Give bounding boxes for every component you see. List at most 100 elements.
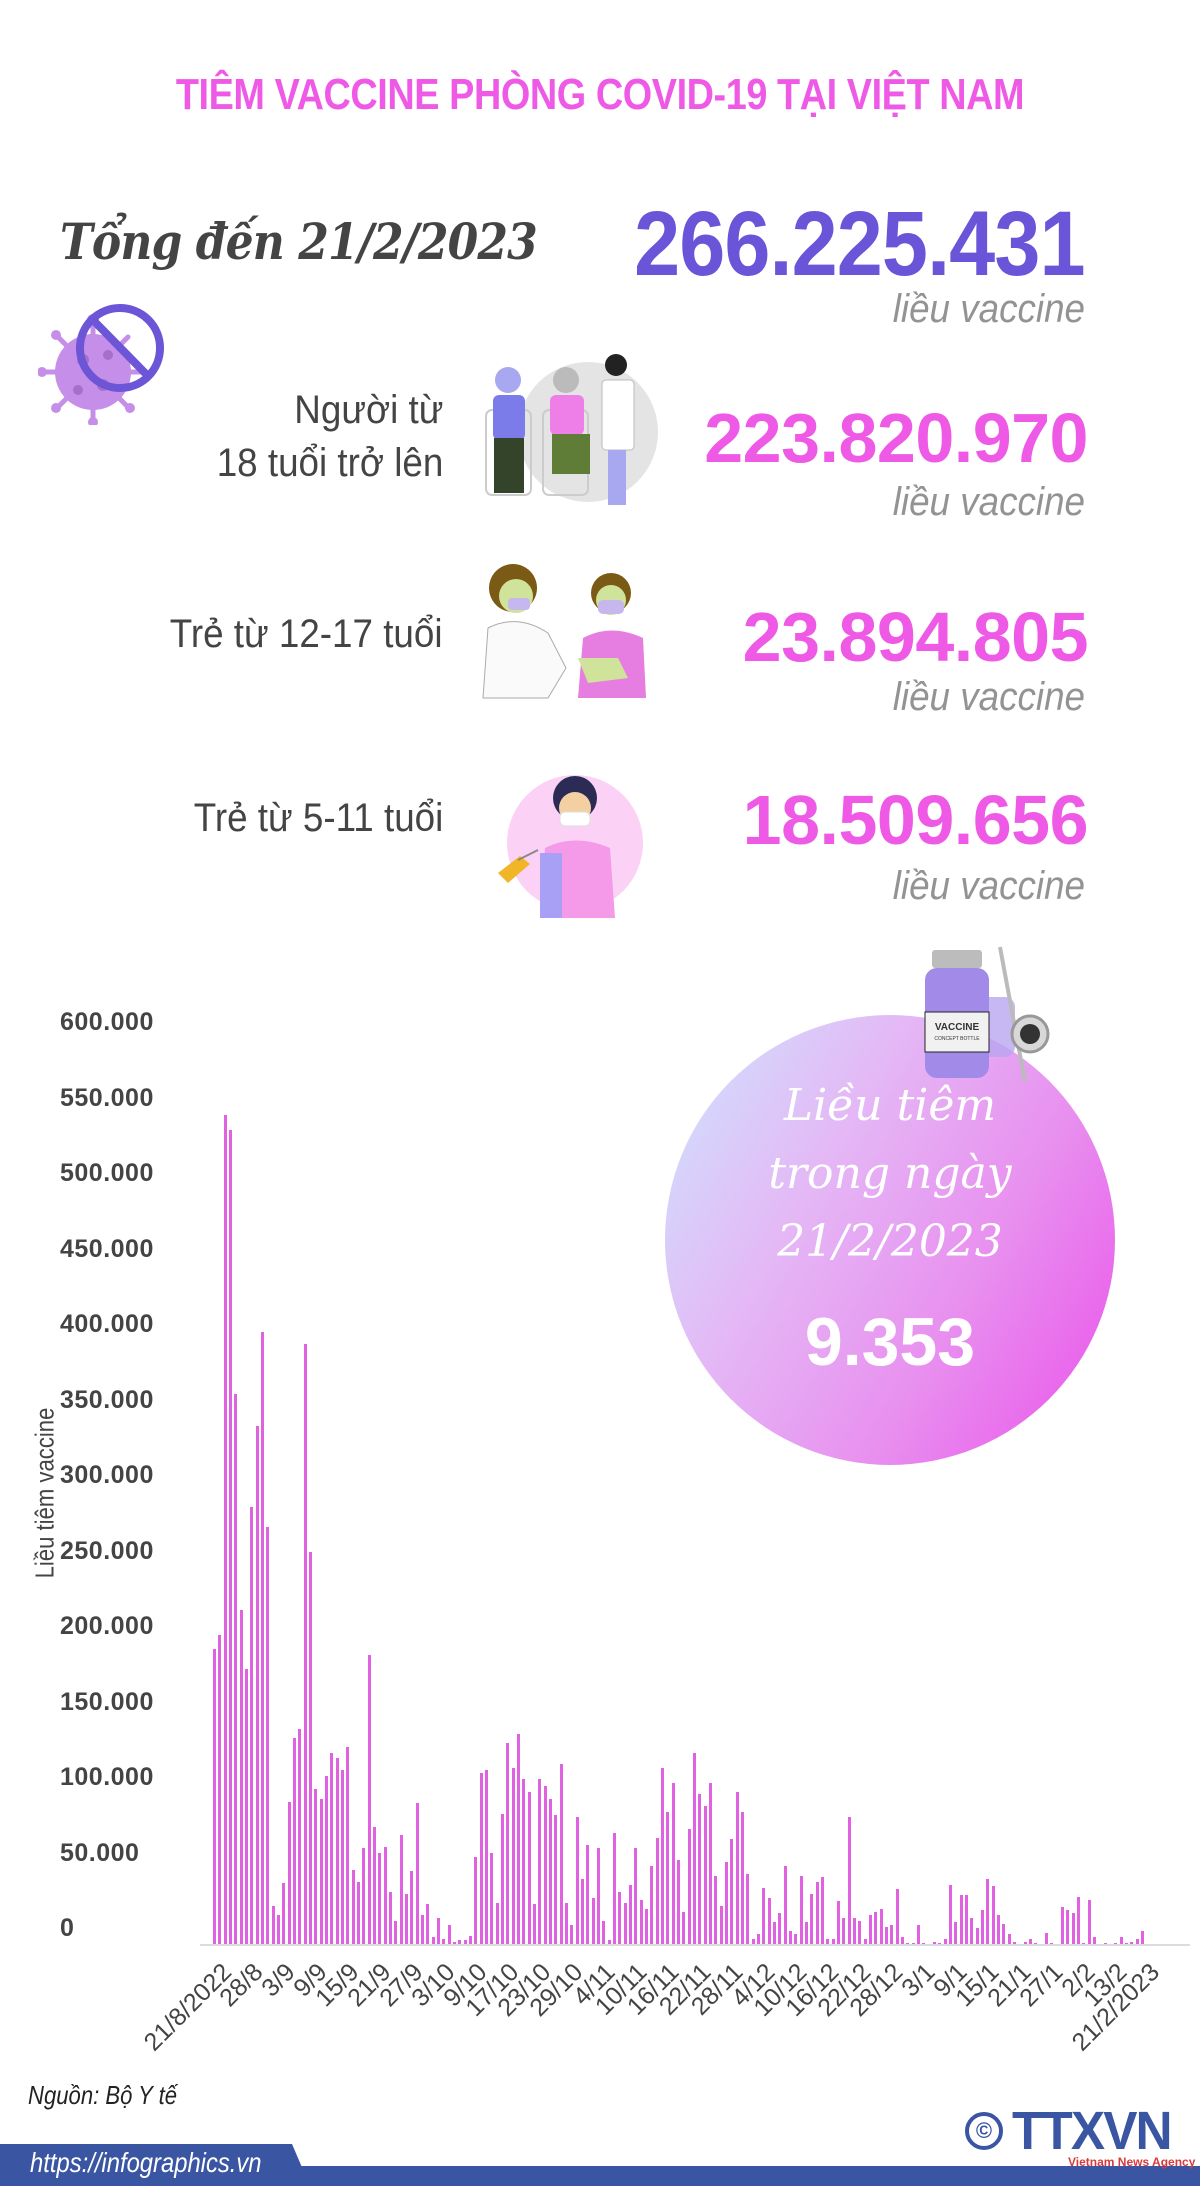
bar bbox=[831, 1938, 835, 1945]
bar bbox=[324, 1775, 328, 1945]
y-tick-label: 300.000 bbox=[60, 1461, 154, 1489]
y-tick-label: 50.000 bbox=[60, 1838, 140, 1867]
bar bbox=[996, 1914, 1000, 1945]
group-children-label: Trẻ từ 5-11 tuổi bbox=[193, 796, 443, 840]
bar bbox=[442, 1938, 446, 1945]
bar bbox=[794, 1934, 798, 1945]
bar bbox=[250, 1507, 254, 1945]
bar bbox=[543, 1786, 547, 1945]
group-teens-unit: liều vaccine bbox=[892, 675, 1085, 719]
bar bbox=[1007, 1934, 1011, 1945]
bar bbox=[650, 1866, 654, 1945]
bar bbox=[319, 1798, 323, 1945]
y-tick-label: 550.000 bbox=[60, 1083, 154, 1112]
bar bbox=[356, 1881, 360, 1945]
child-vaccination-illustration bbox=[490, 768, 645, 918]
bar bbox=[852, 1917, 856, 1945]
y-tick-label: 0 bbox=[60, 1914, 75, 1942]
bar bbox=[378, 1852, 382, 1945]
bar bbox=[863, 1938, 867, 1945]
bar bbox=[330, 1753, 334, 1945]
bar bbox=[815, 1881, 819, 1945]
bar bbox=[634, 1848, 638, 1945]
bar bbox=[618, 1892, 622, 1945]
bar bbox=[820, 1877, 824, 1945]
bar bbox=[554, 1815, 558, 1945]
bar bbox=[1130, 1941, 1134, 1945]
bar bbox=[660, 1768, 664, 1945]
y-tick-label: 600.000 bbox=[60, 1008, 154, 1036]
y-tick-label: 350.000 bbox=[60, 1385, 154, 1414]
bar bbox=[644, 1908, 648, 1945]
bar bbox=[276, 1914, 280, 1945]
bar bbox=[767, 1898, 771, 1945]
copyright-icon: © bbox=[965, 2112, 1003, 2150]
group-teens-value: 23.894.805 bbox=[742, 598, 1089, 676]
bar bbox=[900, 1937, 904, 1945]
bar bbox=[703, 1806, 707, 1945]
bar bbox=[1066, 1910, 1070, 1945]
bar bbox=[692, 1753, 696, 1945]
bar bbox=[223, 1114, 227, 1945]
bar bbox=[591, 1898, 595, 1945]
bar bbox=[308, 1552, 312, 1945]
bar bbox=[260, 1331, 264, 1945]
footer-url-link[interactable]: https://infographics.vn bbox=[30, 2147, 262, 2178]
x-tick-label: 21/8/2022 bbox=[138, 1958, 237, 2057]
bar bbox=[479, 1772, 483, 1945]
bar bbox=[783, 1866, 787, 1945]
bar bbox=[383, 1846, 387, 1945]
bar bbox=[527, 1792, 531, 1945]
bar bbox=[399, 1834, 403, 1945]
bar bbox=[714, 1875, 718, 1945]
group-adults-value: 223.820.970 bbox=[704, 399, 1088, 477]
total-unit: liều vaccine bbox=[892, 287, 1085, 331]
group-children-value: 18.509.656 bbox=[742, 781, 1089, 859]
bar bbox=[580, 1878, 584, 1945]
bar bbox=[575, 1816, 579, 1945]
bar bbox=[884, 1926, 888, 1945]
bar bbox=[1087, 1899, 1091, 1945]
bar bbox=[410, 1871, 414, 1945]
y-tick-label: 150.000 bbox=[60, 1687, 154, 1716]
svg-text:CONCEPT BOTTLE: CONCEPT BOTTLE bbox=[934, 1036, 980, 1042]
bar bbox=[346, 1747, 350, 1945]
bar bbox=[511, 1768, 515, 1945]
bar bbox=[287, 1801, 291, 1945]
group-adults-label-line1: Người từ bbox=[293, 388, 443, 432]
bar bbox=[612, 1833, 616, 1945]
no-virus-icon bbox=[37, 300, 168, 427]
bar bbox=[943, 1938, 947, 1945]
footer-tab bbox=[0, 2144, 310, 2186]
bar bbox=[463, 1940, 467, 1945]
bar bbox=[986, 1878, 990, 1945]
daily-line1: Liều tiêm bbox=[783, 1080, 997, 1131]
bar bbox=[746, 1874, 750, 1945]
ttxvn-logo-subtitle: Vietnam News Agency bbox=[1068, 2155, 1196, 2169]
bar bbox=[452, 1941, 456, 1945]
source-note: Nguồn: Bộ Y tế bbox=[28, 2080, 178, 2110]
y-tick-label: 400.000 bbox=[60, 1310, 154, 1338]
bar-series bbox=[213, 1114, 1144, 1945]
bar bbox=[890, 1925, 894, 1945]
bar bbox=[655, 1837, 659, 1945]
daily-line2: trong ngày bbox=[768, 1148, 1012, 1199]
bar bbox=[730, 1839, 734, 1945]
bar bbox=[570, 1925, 574, 1945]
bar bbox=[447, 1925, 451, 1945]
bar bbox=[474, 1857, 478, 1945]
bar bbox=[964, 1895, 968, 1945]
group-adults-unit: liều vaccine bbox=[892, 480, 1085, 524]
bar bbox=[495, 1902, 499, 1945]
bar bbox=[362, 1848, 366, 1945]
group-teens-label: Trẻ từ 12-17 tuổi bbox=[170, 612, 443, 656]
bar bbox=[671, 1783, 675, 1945]
y-tick-label: 450.000 bbox=[60, 1234, 154, 1263]
bar bbox=[1119, 1937, 1123, 1945]
bar bbox=[676, 1860, 680, 1945]
bar bbox=[916, 1925, 920, 1945]
bar bbox=[522, 1778, 526, 1945]
bar bbox=[548, 1798, 552, 1945]
bar bbox=[948, 1884, 952, 1945]
bar bbox=[228, 1129, 232, 1945]
